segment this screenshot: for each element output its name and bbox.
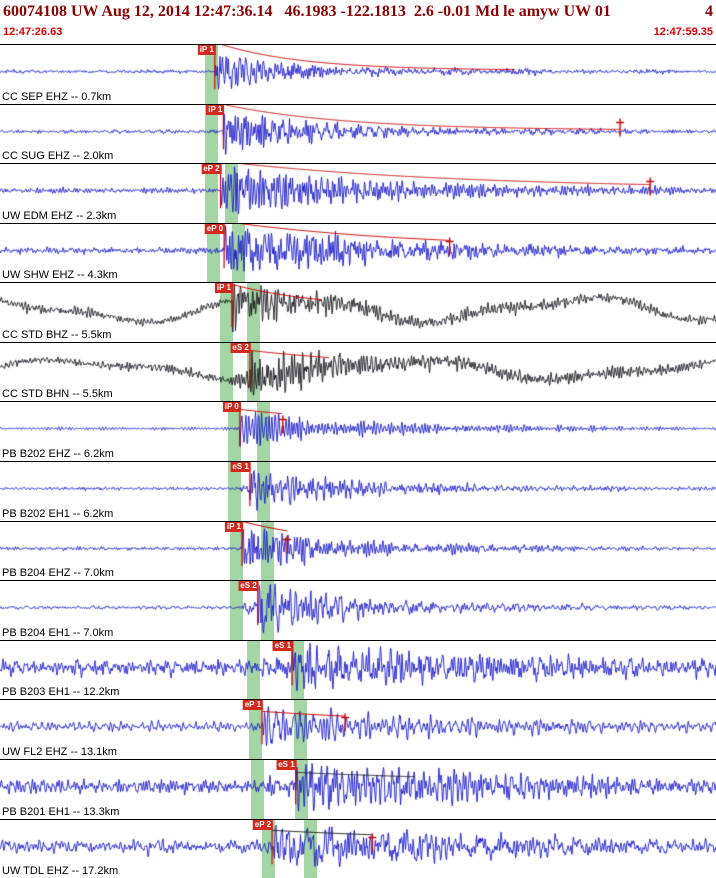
trace-row[interactable]: iP 1 CC STD BHZ -- 5.5km (0, 282, 716, 342)
trace-label: CC STD BHZ -- 5.5km (2, 328, 112, 341)
trace-row[interactable]: iP 1 CC SUG EHZ -- 2.0km (0, 103, 716, 164)
pick-flag[interactable]: iP 1 (197, 45, 216, 55)
pick-flag[interactable]: eP 1 (242, 700, 264, 711)
trace-label: UW SHW EHZ -- 4.3km (2, 269, 118, 282)
trace-row[interactable]: iP 0 PB B202 EHZ -- 6.2km (0, 401, 716, 462)
pick-flag[interactable]: eP 2 (252, 819, 274, 830)
trace-label: PB B203 EH1 -- 12.2km (2, 686, 120, 699)
trace-row[interactable]: eS 2 CC STD BHN -- 5.5km (0, 341, 716, 402)
pick-label: iP 1 (224, 521, 243, 532)
pick-flag[interactable]: iP 1 (224, 521, 243, 532)
pick-label: eP 1 (242, 700, 264, 711)
trace-label: CC SUG EHZ -- 2.0km (2, 150, 114, 163)
pick-label: eP 2 (201, 164, 222, 175)
pick-label: eS 1 (272, 640, 294, 651)
waveform-canvas[interactable] (0, 45, 716, 104)
pick-label: iP 1 (206, 104, 225, 115)
trace-row[interactable]: iP 1 CC SEP EHZ -- 0.7km (0, 44, 716, 104)
event-flag: 4 (705, 3, 713, 20)
pick-label: iP 0 (222, 402, 241, 413)
trace-row[interactable]: eS 1 PB B203 EH1 -- 12.2km (0, 639, 716, 700)
waveform-canvas[interactable] (0, 462, 716, 521)
waveform-canvas[interactable] (0, 521, 716, 581)
pick-flag[interactable]: iP 1 (206, 104, 225, 115)
trace-row[interactable]: eS 1 PB B201 EH1 -- 13.3km (0, 758, 716, 819)
waveform-canvas[interactable] (0, 819, 716, 878)
pick-flag[interactable]: eS 1 (272, 640, 294, 651)
trace-row[interactable]: iP 1 PB B204 EHZ -- 7.0km (0, 520, 716, 581)
waveform-canvas[interactable] (0, 164, 716, 223)
window-start-time: 12:47:26.63 (3, 26, 63, 38)
pick-flag[interactable]: iP 1 (214, 283, 233, 294)
pick-label: eP 2 (252, 819, 274, 830)
pick-flag[interactable]: eS 1 (230, 462, 251, 473)
trace-row[interactable]: eP 0 UW SHW EHZ -- 4.3km (0, 222, 716, 283)
trace-row[interactable]: eP 2 UW EDM EHZ -- 2.3km (0, 163, 716, 223)
waveform-canvas[interactable] (0, 104, 716, 164)
trace-label: PB B201 EH1 -- 13.3km (2, 805, 120, 818)
trace-label: CC STD BHN -- 5.5km (2, 388, 113, 401)
trace-list: iP 1 CC SEP EHZ -- 0.7km iP 1 CC SUG EHZ… (0, 44, 716, 878)
header: 60074108 UW Aug 12, 2014 12:47:36.14 46.… (0, 0, 716, 44)
pick-flag[interactable]: eP 0 (204, 223, 226, 234)
time-window-line: 12:47:26.63 12:47:59.35 (3, 25, 713, 39)
pick-flag[interactable]: eS 2 (230, 342, 251, 353)
event-title-line: 60074108 UW Aug 12, 2014 12:47:36.14 46.… (3, 1, 713, 22)
trace-label: PB B202 EH1 -- 6.2km (2, 507, 114, 520)
trace-label: PB B204 EHZ -- 7.0km (2, 567, 114, 580)
pick-label: eS 2 (238, 581, 259, 592)
trace-row[interactable]: eS 1 PB B202 EH1 -- 6.2km (0, 461, 716, 521)
waveform-canvas[interactable] (0, 402, 716, 462)
pick-flag[interactable]: eP 2 (201, 164, 222, 175)
waveform-canvas[interactable] (0, 581, 716, 640)
waveform-canvas[interactable] (0, 283, 716, 342)
pick-label: eS 1 (276, 759, 297, 770)
trace-label: UW EDM EHZ -- 2.3km (2, 209, 117, 222)
pick-label: eP 0 (204, 223, 226, 234)
pick-label: iP 1 (214, 283, 233, 294)
waveform-canvas[interactable] (0, 342, 716, 402)
pick-flag[interactable]: eS 1 (276, 759, 297, 770)
trace-row[interactable]: eP 1 UW FL2 EHZ -- 13.1km (0, 699, 716, 759)
trace-label: UW TDL EHZ -- 17.2km (2, 865, 119, 878)
pick-label: eS 2 (230, 342, 251, 353)
trace-row[interactable]: eP 2 UW TDL EHZ -- 17.2km (0, 818, 716, 878)
waveform-canvas[interactable] (0, 223, 716, 283)
pick-flag[interactable]: eS 2 (238, 581, 259, 592)
waveform-canvas[interactable] (0, 700, 716, 759)
trace-label: CC SEP EHZ -- 0.7km (2, 90, 112, 103)
trace-label: PB B204 EH1 -- 7.0km (2, 626, 114, 639)
trace-label: PB B202 EHZ -- 6.2km (2, 448, 114, 461)
trace-label: UW FL2 EHZ -- 13.1km (2, 745, 117, 758)
pick-label: eS 1 (230, 462, 251, 473)
waveform-canvas[interactable] (0, 640, 716, 700)
pick-flag[interactable]: iP 0 (222, 402, 241, 413)
trace-row[interactable]: eS 2 PB B204 EH1 -- 7.0km (0, 580, 716, 640)
waveform-canvas[interactable] (0, 759, 716, 819)
pick-label: iP 1 (197, 45, 216, 55)
event-info: 60074108 UW Aug 12, 2014 12:47:36.14 46.… (3, 3, 611, 20)
window-end-time: 12:47:59.35 (653, 26, 713, 38)
